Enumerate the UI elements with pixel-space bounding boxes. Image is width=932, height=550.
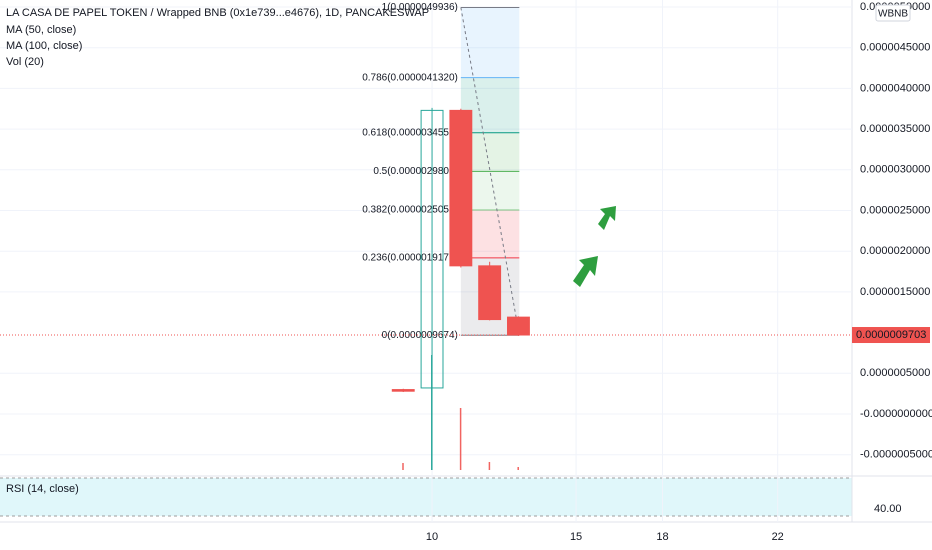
arrow [573, 256, 598, 287]
x-tick-label: 10 [426, 531, 438, 543]
fib-label: 0(0.0000009674) [382, 330, 458, 341]
volume-bar [488, 462, 491, 470]
volume-bar [459, 408, 462, 470]
volume-bar [517, 467, 519, 470]
y-tick-label: 0.0000035000 [860, 123, 930, 135]
indicator: MA (50, close) [6, 24, 76, 36]
x-tick-label: 22 [772, 531, 784, 543]
y-tick-label: 0.0000020000 [860, 245, 930, 257]
fib-label: 1(0.0000049936) [382, 2, 458, 13]
y-tick-label: 0.0000045000 [860, 42, 930, 54]
y-tick-label: 0.0000015000 [860, 286, 930, 298]
last-price-box [852, 327, 930, 344]
arrows [573, 206, 616, 287]
y-tick-label: -0.0000005000 [860, 449, 932, 461]
volume-bar [431, 355, 433, 470]
x-tick-label: 18 [656, 531, 668, 543]
last-price-label: 0.0000009703 [856, 329, 926, 341]
volume-bar [402, 463, 404, 470]
candle-body [420, 109, 444, 389]
x-tick-label: 15 [570, 531, 582, 543]
currency-badge [875, 4, 911, 22]
y-tick-label: 0.0000030000 [860, 164, 930, 176]
rsi-tick-label: 40.00 [874, 503, 902, 515]
chart-title: LA CASA DE PAPEL TOKEN / Wrapped BNB (0x… [6, 7, 429, 19]
y-tick-label: 0.0000025000 [860, 204, 930, 216]
candle-body [449, 109, 473, 267]
fib-zone [460, 7, 520, 78]
y-tick-label: 0.0000040000 [860, 82, 930, 94]
candle-body [478, 265, 502, 321]
rsi-title: RSI (14, close) [6, 483, 79, 495]
fib-trend [460, 7, 520, 336]
fib-label: 0.786(0.0000041320) [362, 72, 458, 83]
indicator: MA (100, close) [6, 40, 82, 52]
candle-body [507, 316, 530, 336]
rsi-band [0, 478, 852, 516]
y-tick-label: -0.0000000000 [860, 408, 932, 420]
fib-label: 0.5(0.0000029805) [373, 166, 458, 177]
currency: WBNB [878, 9, 908, 20]
fib-label: 0.236(0.0000019176) [362, 253, 458, 264]
indicator: Vol (20) [6, 56, 44, 68]
y-tick-label: 0.0000005000 [860, 367, 930, 379]
candle-body [391, 389, 415, 392]
fib-label: 0.382(0.0000025055) [362, 205, 458, 216]
fib-label: 0.618(0.0000034555) [362, 127, 458, 138]
arrow [598, 206, 616, 230]
